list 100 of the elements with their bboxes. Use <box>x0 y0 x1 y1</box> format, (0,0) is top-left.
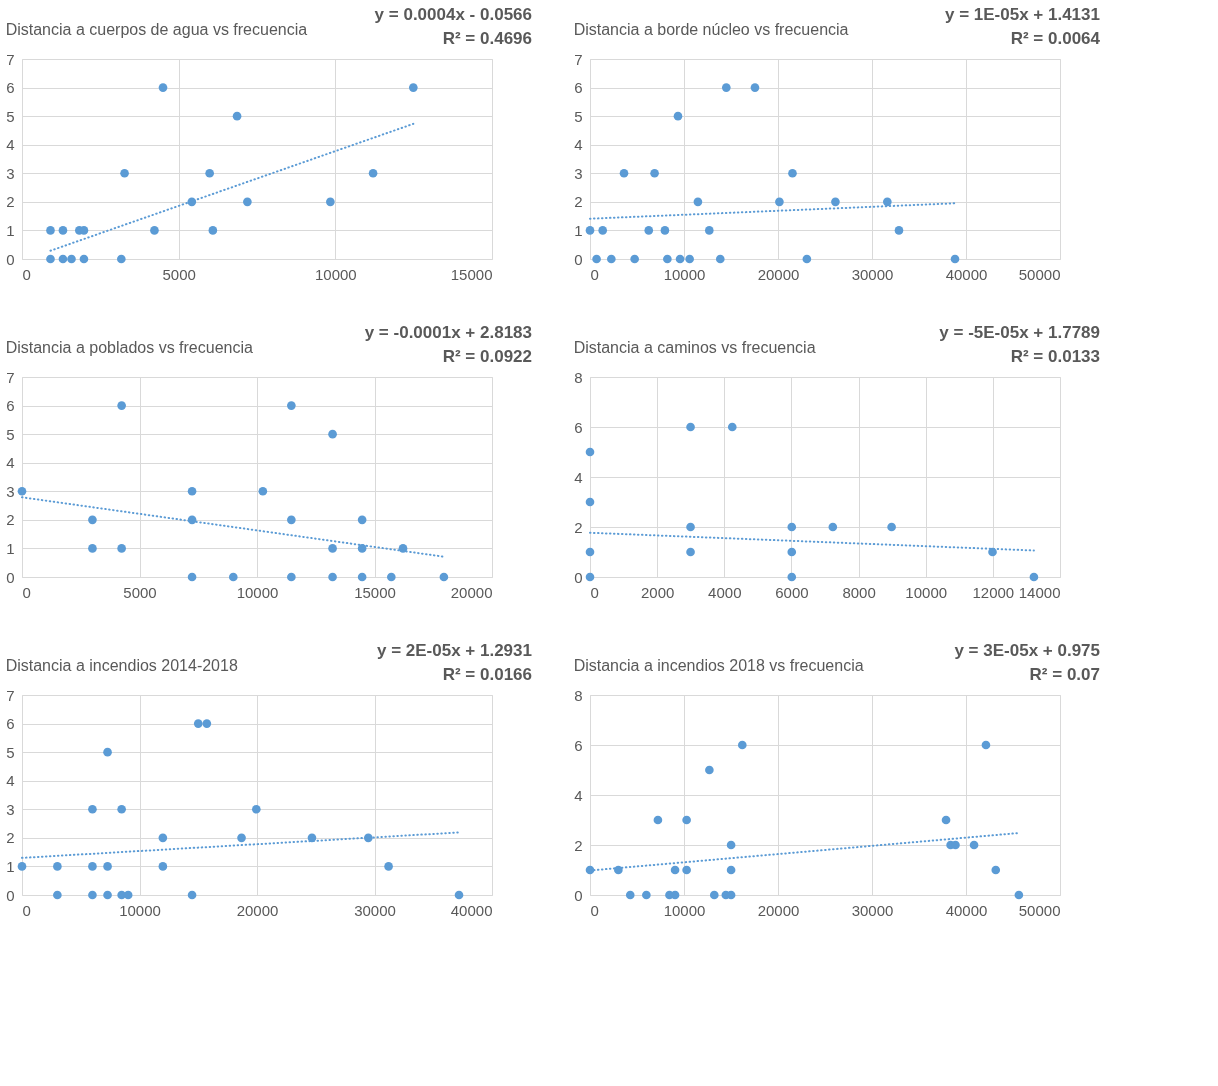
point <box>53 862 62 871</box>
point <box>592 254 601 264</box>
x-tick-label: 0 <box>590 901 599 919</box>
text: R² = 0.4696 <box>442 29 532 48</box>
x-tick-label: 10000 <box>314 265 357 283</box>
point <box>726 865 736 875</box>
point <box>686 547 695 557</box>
x-tick-label: 20000 <box>757 265 800 283</box>
text: y = 1E-05x + 1.4131 <box>944 5 1100 24</box>
point <box>828 522 838 532</box>
point <box>882 197 892 207</box>
point <box>88 544 97 553</box>
text: y = 0.0004x - 0.0566 <box>374 5 532 24</box>
y-tick-label: 4 <box>574 468 583 486</box>
text: y = 3E-05x + 0.975 <box>954 641 1100 660</box>
point <box>653 815 663 825</box>
point <box>103 862 112 871</box>
x-tick-label: 12000 <box>972 583 1015 601</box>
point <box>650 168 659 178</box>
x-tick-label: 0 <box>590 265 599 283</box>
y-tick-label: 1 <box>6 539 15 557</box>
point <box>630 254 639 264</box>
y-tick-label: 0 <box>574 250 583 268</box>
y-tick-label: 3 <box>6 164 15 182</box>
point <box>117 401 126 410</box>
point <box>357 572 367 582</box>
x-tick-label: 50000 <box>1018 265 1061 283</box>
text: R² = 0.0133 <box>1010 347 1100 366</box>
y-tick-label: 1 <box>574 221 583 239</box>
point <box>670 865 680 875</box>
point <box>894 226 904 235</box>
text: R² = 0.0064 <box>1010 29 1101 48</box>
point <box>17 486 27 496</box>
x-tick-label: 5000 <box>123 583 157 601</box>
x-tick-label: 20000 <box>757 901 800 919</box>
x-tick-label: 10000 <box>119 901 161 919</box>
point <box>88 804 97 814</box>
point <box>704 226 714 235</box>
point <box>328 429 337 439</box>
point <box>53 890 62 900</box>
x-tick-label: 40000 <box>945 901 988 919</box>
point <box>228 572 238 582</box>
point <box>991 865 1001 875</box>
point <box>709 890 719 900</box>
text: R² = 0.07 <box>1029 665 1100 684</box>
point <box>88 515 97 525</box>
y-tick-label: 6 <box>6 397 15 415</box>
point <box>788 168 797 178</box>
point <box>258 486 268 496</box>
y-tick-label: 4 <box>6 454 15 472</box>
point <box>750 83 760 92</box>
y-tick-label: 6 <box>574 418 583 436</box>
y-tick-label: 0 <box>6 250 15 268</box>
point <box>598 226 608 235</box>
point <box>802 254 812 264</box>
point <box>193 719 203 728</box>
point <box>705 765 714 775</box>
chart-title: Distancia a incendios 2014-2018 <box>5 657 238 674</box>
y-tick-label: 0 <box>574 886 583 904</box>
y-tick-label: 6 <box>574 736 583 754</box>
point <box>202 719 212 728</box>
y-tick-label: 5 <box>6 743 15 761</box>
point <box>831 197 840 207</box>
point <box>88 890 97 900</box>
point <box>387 572 396 582</box>
y-tick-label: 0 <box>574 568 583 586</box>
point <box>663 254 672 264</box>
point <box>158 833 168 843</box>
point <box>715 254 725 264</box>
point <box>585 226 595 235</box>
point <box>237 833 246 843</box>
text: y = -0.0001x + 2.8183 <box>364 323 532 342</box>
y-tick-label: 2 <box>574 836 583 854</box>
point <box>158 862 168 871</box>
x-tick-label: 50000 <box>1018 901 1061 919</box>
x-tick-label: 2000 <box>640 583 675 601</box>
y-tick-label: 4 <box>574 786 583 804</box>
point <box>686 422 695 432</box>
point <box>727 422 737 432</box>
y-tick-label: 6 <box>6 79 15 97</box>
point <box>787 522 797 532</box>
text: R² = 0.0922 <box>442 347 532 366</box>
point <box>644 226 654 235</box>
text: y = 2E-05x + 1.2931 <box>376 641 532 660</box>
point <box>287 401 296 410</box>
point <box>187 572 197 582</box>
y-tick-label: 3 <box>574 164 583 182</box>
x-tick-label: 40000 <box>450 901 493 919</box>
point <box>682 865 691 875</box>
x-tick-label: 0 <box>22 265 31 283</box>
point <box>1029 572 1039 582</box>
text: y = -5E-05x + 1.7789 <box>939 323 1100 342</box>
point <box>685 254 694 264</box>
point <box>988 547 997 557</box>
chart-title: Distancia a caminos vs frecuencia <box>573 339 816 356</box>
chart-title: Distancia a borde núcleo vs frecuencia <box>573 21 849 38</box>
point <box>686 522 695 532</box>
point <box>1014 890 1024 900</box>
y-tick-label: 2 <box>6 829 15 847</box>
point <box>787 547 797 557</box>
